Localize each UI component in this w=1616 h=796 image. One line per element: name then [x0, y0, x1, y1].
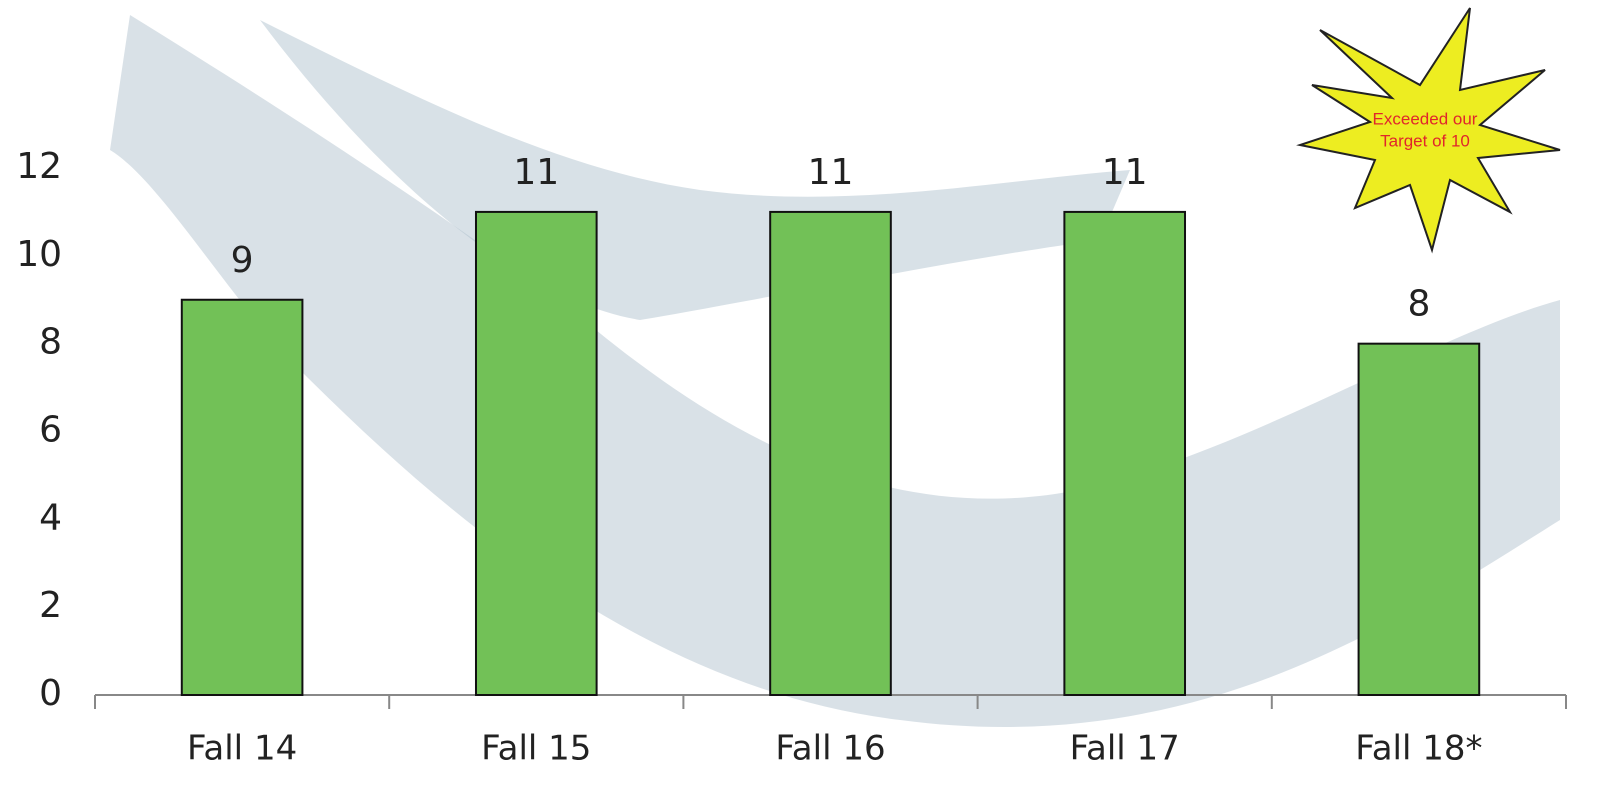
y-tick-label: 0	[39, 673, 62, 714]
background-swoosh	[110, 15, 1560, 728]
value-label: 11	[513, 152, 559, 193]
x-tick-label: Fall 16	[775, 729, 885, 769]
value-label: 9	[231, 240, 254, 281]
y-tick-label: 4	[39, 497, 62, 538]
starburst	[1296, 7, 1561, 254]
x-tick-label: Fall 18*	[1355, 729, 1482, 769]
annotation: Target of 10	[1380, 131, 1470, 150]
background-swoosh	[260, 20, 1130, 320]
bar	[769, 210, 892, 697]
y-tick-label: 2	[39, 585, 62, 626]
value-label: 11	[808, 152, 854, 193]
x-tick-label: Fall 14	[187, 729, 297, 769]
bar	[180, 298, 304, 696]
y-tick-label: 12	[16, 146, 62, 187]
bar	[1063, 210, 1187, 697]
y-tick-label: 6	[39, 410, 62, 451]
bar	[1357, 342, 1481, 696]
annotation: Exceeded our	[1373, 109, 1478, 128]
bar	[474, 210, 598, 697]
value-label: 11	[1102, 152, 1148, 193]
x-tick-label: Fall 17	[1070, 729, 1180, 769]
y-tick-label: 10	[16, 234, 62, 275]
y-tick-label: 8	[39, 322, 62, 363]
x-tick-label: Fall 15	[481, 729, 591, 769]
value-label: 8	[1407, 284, 1430, 325]
